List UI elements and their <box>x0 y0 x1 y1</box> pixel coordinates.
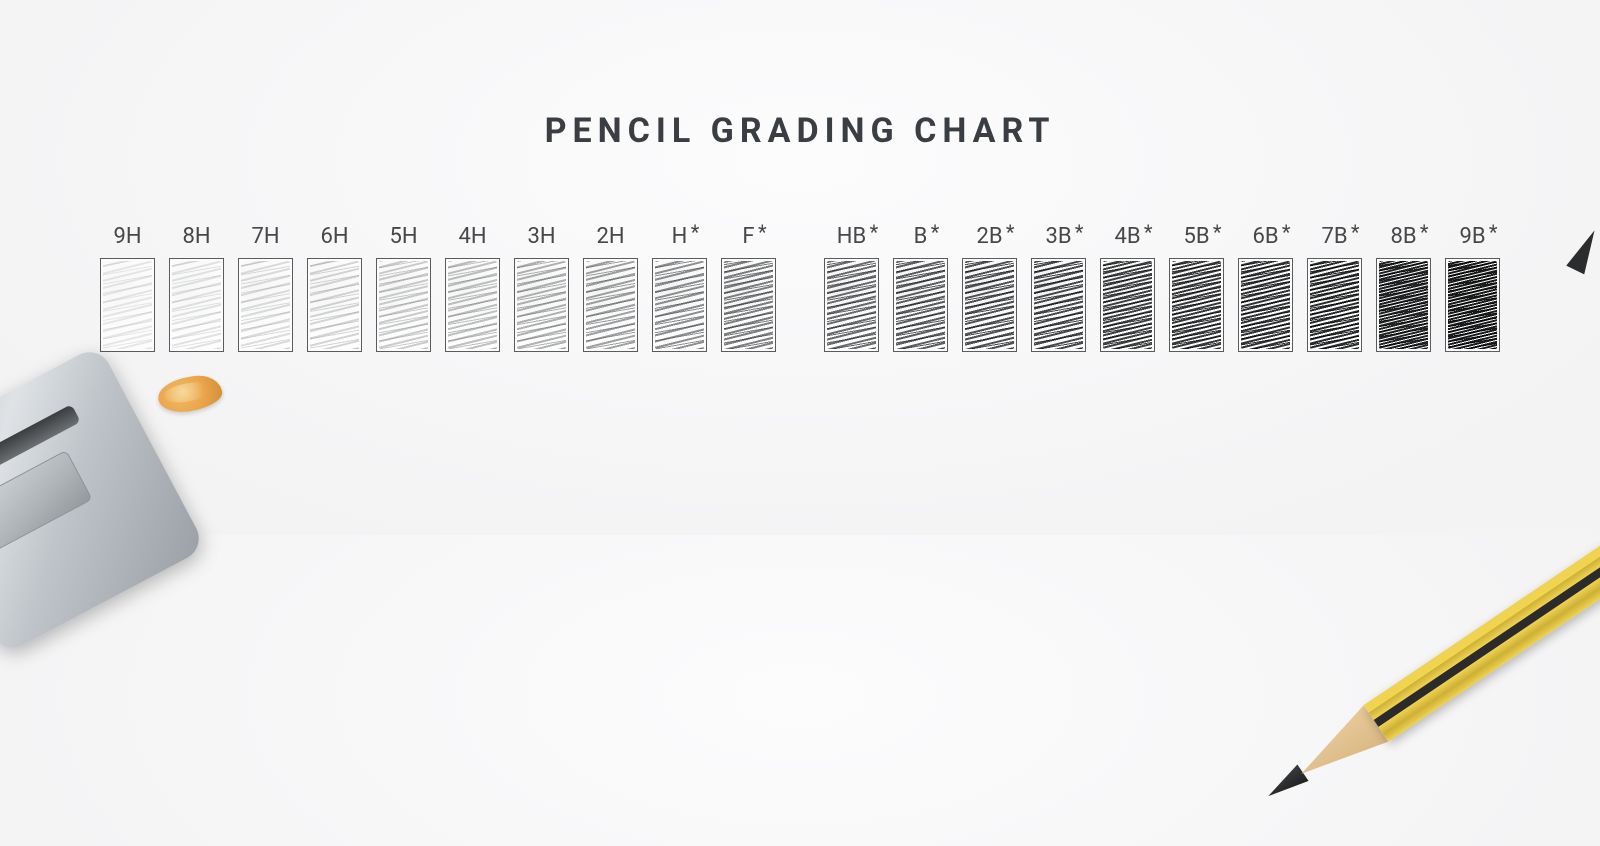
grade-cell: HB* <box>824 226 879 352</box>
grade-label: 5H <box>389 226 417 248</box>
grade-label: 2H <box>596 226 624 248</box>
grade-cell: 6H <box>307 226 362 352</box>
grade-swatch <box>514 258 569 352</box>
grade-cell: 2H <box>583 226 638 352</box>
star-icon: * <box>1144 222 1153 242</box>
grade-swatch-fill <box>1241 261 1290 349</box>
grade-label: F* <box>742 226 754 248</box>
grade-swatch-fill <box>965 261 1014 349</box>
grade-swatch <box>824 258 879 352</box>
star-icon: * <box>758 222 767 242</box>
grade-swatch <box>1100 258 1155 352</box>
grade-swatch-fill <box>172 261 221 349</box>
grade-label: 9H <box>113 226 141 248</box>
grade-label: 8B* <box>1390 226 1416 248</box>
grade-label: 6H <box>320 226 348 248</box>
grade-swatch-fill <box>103 261 152 349</box>
star-icon: * <box>1489 222 1498 242</box>
grade-swatch <box>652 258 707 352</box>
grade-swatch <box>169 258 224 352</box>
grade-swatch-fill <box>896 261 945 349</box>
grade-swatch <box>1169 258 1224 352</box>
star-icon: * <box>931 222 940 242</box>
star-icon: * <box>870 222 879 242</box>
grade-label: 4H <box>458 226 486 248</box>
grade-label: 4B* <box>1114 226 1140 248</box>
grade-cell: 9H <box>100 226 155 352</box>
star-icon: * <box>1213 222 1222 242</box>
grade-swatch <box>1376 258 1431 352</box>
grade-label: 6B* <box>1252 226 1278 248</box>
grade-label: 3B* <box>1045 226 1071 248</box>
grade-cell: 3H <box>514 226 569 352</box>
grade-swatch-fill <box>448 261 497 349</box>
grade-swatch-fill <box>1379 261 1428 349</box>
star-icon: * <box>1282 222 1291 242</box>
grade-label: 7B* <box>1321 226 1347 248</box>
grade-label: 2B* <box>976 226 1002 248</box>
grades-row: 9H 8H 7H 6H 5H 4H 3H 2H H* F* HB* B* 2B* 3B* 4B* 5B* 6B*… <box>0 226 1600 352</box>
grade-swatch <box>721 258 776 352</box>
grade-swatch-fill <box>241 261 290 349</box>
grade-swatch <box>307 258 362 352</box>
grade-swatch <box>100 258 155 352</box>
grade-swatch <box>1445 258 1500 352</box>
grade-swatch-fill <box>1103 261 1152 349</box>
grade-swatch <box>893 258 948 352</box>
star-icon: * <box>1075 222 1084 242</box>
grade-cell: 3B* <box>1031 226 1086 352</box>
grade-cell: 5B* <box>1169 226 1224 352</box>
grade-cell: B* <box>893 226 948 352</box>
grade-swatch-fill <box>586 261 635 349</box>
grade-cell: 5H <box>376 226 431 352</box>
grade-cell: F* <box>721 226 776 352</box>
star-icon: * <box>1420 222 1429 242</box>
grade-swatch-fill <box>827 261 876 349</box>
grade-label: 9B* <box>1459 226 1485 248</box>
chart-title: PENCIL GRADING CHART <box>0 111 1600 151</box>
grade-label: B* <box>914 226 928 248</box>
grade-swatch-fill <box>517 261 566 349</box>
grade-swatch <box>376 258 431 352</box>
grade-swatch <box>238 258 293 352</box>
grade-swatch <box>583 258 638 352</box>
grade-label: 3H <box>527 226 555 248</box>
star-icon: * <box>1006 222 1015 242</box>
star-icon: * <box>691 222 700 242</box>
grade-swatch-fill <box>1310 261 1359 349</box>
grade-label: 5B* <box>1183 226 1209 248</box>
grade-swatch-fill <box>724 261 773 349</box>
grade-cell: 8B* <box>1376 226 1431 352</box>
grade-swatch <box>1238 258 1293 352</box>
grade-swatch-fill <box>1034 261 1083 349</box>
grade-cell: H* <box>652 226 707 352</box>
grade-cell: 6B* <box>1238 226 1293 352</box>
pencil-shaving <box>156 372 225 417</box>
pencil-photo <box>1235 512 1600 846</box>
grade-swatch-fill <box>655 261 704 349</box>
grade-cell: 4H <box>445 226 500 352</box>
grade-swatch-fill <box>379 261 428 349</box>
grade-label: HB* <box>837 226 866 248</box>
grade-cell: 4B* <box>1100 226 1155 352</box>
grade-cell: 7H <box>238 226 293 352</box>
grade-swatch <box>1031 258 1086 352</box>
grade-swatch <box>1307 258 1362 352</box>
grade-cell: 7B* <box>1307 226 1362 352</box>
grade-swatch <box>962 258 1017 352</box>
grade-label: 8H <box>182 226 210 248</box>
grade-swatch-fill <box>1448 261 1497 349</box>
grade-cell: 8H <box>169 226 224 352</box>
grade-swatch-fill <box>310 261 359 349</box>
star-icon: * <box>1351 222 1360 242</box>
grade-swatch-fill <box>1172 261 1221 349</box>
grade-label: 7H <box>251 226 279 248</box>
grade-cell: 9B* <box>1445 226 1500 352</box>
grade-swatch <box>445 258 500 352</box>
grade-label: H* <box>672 226 688 248</box>
grade-cell: 2B* <box>962 226 1017 352</box>
